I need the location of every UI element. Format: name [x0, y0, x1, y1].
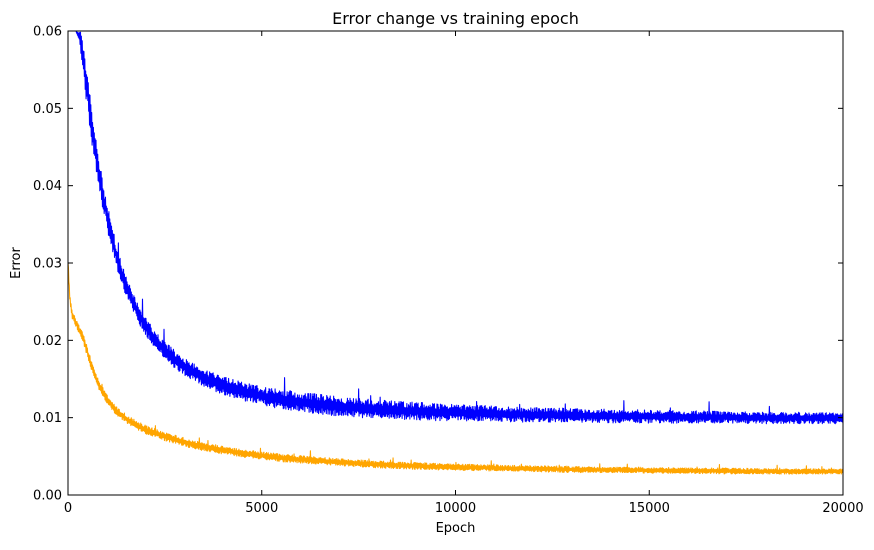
x-tick-label: 10000: [435, 501, 476, 516]
y-tick-label: 0.03: [33, 257, 62, 272]
x-tick-label: 5000: [245, 501, 278, 516]
y-axis-label: Error: [9, 247, 24, 279]
series-line-blue: [68, 31, 843, 425]
y-tick-label: 0.06: [33, 25, 62, 40]
x-tick-label: 15000: [629, 501, 670, 516]
series-layer: [68, 31, 843, 475]
chart-title: Error change vs training epoch: [332, 9, 579, 28]
x-tick-label: 0: [64, 501, 72, 516]
plot-area: [68, 31, 843, 495]
y-tick-label: 0.01: [33, 411, 62, 426]
x-axis-label: Epoch: [436, 521, 476, 536]
x-tick-label: 20000: [822, 501, 863, 516]
y-tick-label: 0.02: [33, 334, 62, 349]
y-tick-label: 0.05: [33, 102, 62, 117]
ticks-layer: 0 5000 10000 15000 20000 0.00 0.01 0.02 0.03 0.04…: [33, 25, 864, 517]
series-line-orange: [68, 262, 843, 475]
y-tick-label: 0.04: [33, 179, 62, 194]
y-tick-label: 0.00: [33, 489, 62, 504]
